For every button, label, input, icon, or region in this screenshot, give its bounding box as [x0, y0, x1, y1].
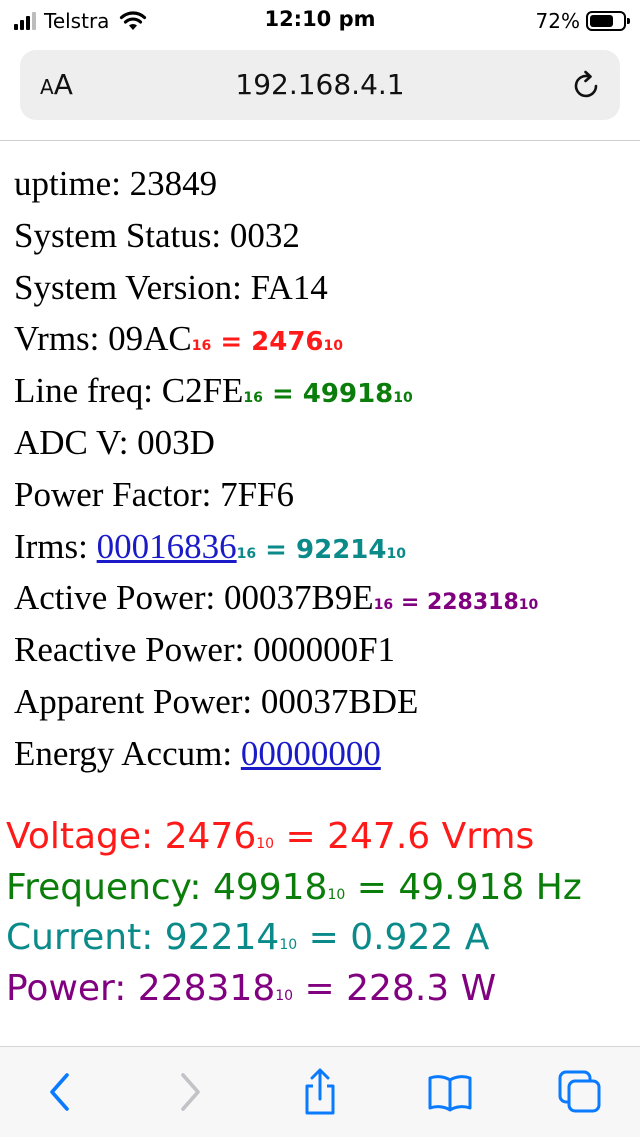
frequency-label: Frequency: — [6, 866, 213, 908]
line-freq-decimal: 49918 — [302, 379, 394, 410]
converted-summary: Voltage: 247610 = 247.6 Vrms Frequency: … — [6, 812, 640, 1014]
bookmarks-button[interactable] — [423, 1065, 477, 1119]
adc-v-line: ADC V: 003D — [14, 422, 215, 462]
uptime-line: uptime: 23849 — [14, 164, 218, 203]
signal-strength-icon — [14, 12, 36, 30]
vrms-hex: 09AC — [108, 319, 192, 359]
energy-accum-link[interactable]: 00000000 — [240, 733, 381, 773]
active-power-dec-base: 10 — [518, 597, 539, 614]
vrms-line: Vrms: 09AC16 = 247610 — [14, 313, 640, 365]
tabs-icon — [558, 1070, 601, 1113]
power-decimal: 228318 — [137, 967, 276, 1009]
voltage-result: = 247.6 Vrms — [274, 816, 535, 857]
url-text[interactable]: 192.168.4.1 — [235, 68, 405, 101]
frequency-summary: Frequency: 4991810 = 49.918 Hz — [6, 863, 640, 914]
system-status-line: System Status: 0032 — [14, 215, 300, 255]
current-label: Current: — [6, 917, 165, 958]
system-version-line: System Version: FA14 — [14, 267, 328, 307]
status-left: Telstra — [14, 7, 147, 35]
line-freq-hex-base: 16 — [243, 390, 263, 407]
active-power-line: Active Power: 00037B9E16 = 22831810 — [14, 572, 640, 624]
power-label: Power: — [6, 967, 138, 1009]
current-base: 10 — [279, 937, 298, 953]
frequency-base: 10 — [327, 886, 346, 903]
forward-icon — [181, 1073, 200, 1111]
vrms-dec-base: 10 — [323, 338, 344, 355]
line-freq-dec-base: 10 — [393, 390, 413, 407]
clock: 12:10 pm — [264, 7, 376, 31]
current-result: = 0.922 A — [297, 917, 490, 958]
irms-hex-link[interactable]: 00016836 — [96, 526, 237, 566]
apparent-power-line: Apparent Power: 00037BDE — [14, 681, 419, 721]
bookmarks-icon — [428, 1075, 472, 1112]
back-button[interactable] — [33, 1065, 87, 1119]
current-decimal: 92214 — [164, 917, 280, 958]
voltage-base: 10 — [256, 836, 275, 852]
energy-accum-line: Energy Accum: 00000000 — [14, 728, 640, 780]
battery-percentage: 72% — [535, 9, 580, 33]
line-freq-equals: = — [262, 379, 303, 410]
active-power-label: Active Power: — [14, 578, 224, 618]
register-readings: uptime: 23849 System Status: 0032 System… — [14, 158, 640, 780]
irms-line: Irms: 0001683616 = 9221410 — [14, 521, 640, 573]
power-result: = 228.3 W — [293, 967, 497, 1009]
back-icon — [50, 1073, 69, 1111]
carrier-name: Telstra — [44, 9, 110, 33]
vrms-equals: = — [211, 327, 252, 358]
active-power-decimal: 228318 — [426, 590, 519, 616]
wifi-icon — [120, 11, 147, 30]
voltage-summary: Voltage: 247610 = 247.6 Vrms — [6, 812, 640, 863]
battery-icon — [586, 11, 630, 31]
vrms-decimal: 2476 — [251, 327, 324, 358]
voltage-decimal: 2476 — [164, 816, 257, 857]
power-base: 10 — [275, 987, 294, 1004]
tabs-button[interactable] — [553, 1065, 607, 1119]
reader-options-button[interactable]: AA — [40, 68, 73, 101]
active-power-equals: = — [393, 590, 427, 616]
energy-accum-label: Energy Accum: — [14, 733, 241, 773]
forward-button[interactable] — [163, 1065, 217, 1119]
irms-hex-base: 16 — [236, 545, 257, 562]
irms-dec-base: 10 — [386, 545, 406, 562]
line-freq-line: Line freq: C2FE16 = 4991810 — [14, 365, 640, 417]
frequency-decimal: 49918 — [212, 866, 328, 908]
vrms-hex-base: 16 — [191, 338, 212, 355]
browser-toolbar — [0, 1046, 640, 1137]
power-factor-line: Power Factor: 7FF6 — [14, 474, 294, 514]
header-divider — [0, 140, 640, 141]
active-power-hex-base: 16 — [373, 597, 394, 614]
status-right: 72% — [535, 7, 630, 35]
address-bar[interactable]: AA 192.168.4.1 — [20, 50, 620, 120]
reload-icon[interactable] — [570, 69, 602, 101]
irms-equals: = — [256, 534, 297, 565]
frequency-result: = 49.918 Hz — [345, 866, 582, 908]
share-button[interactable] — [293, 1065, 347, 1119]
vrms-label: Vrms: — [14, 319, 109, 359]
irms-decimal: 92214 — [296, 534, 387, 565]
line-freq-hex: C2FE — [161, 371, 244, 411]
reactive-power-line: Reactive Power: 000000F1 — [14, 630, 396, 670]
irms-label: Irms: — [14, 526, 97, 566]
power-summary: Power: 22831810 = 228.3 W — [6, 964, 640, 1015]
line-freq-label: Line freq: — [14, 371, 162, 411]
share-icon — [305, 1068, 335, 1115]
status-bar: Telstra 12:10 pm 72% — [0, 0, 640, 42]
current-summary: Current: 9221410 = 0.922 A — [6, 913, 640, 964]
voltage-label: Voltage: — [6, 816, 165, 857]
active-power-hex: 00037B9E — [223, 578, 374, 618]
